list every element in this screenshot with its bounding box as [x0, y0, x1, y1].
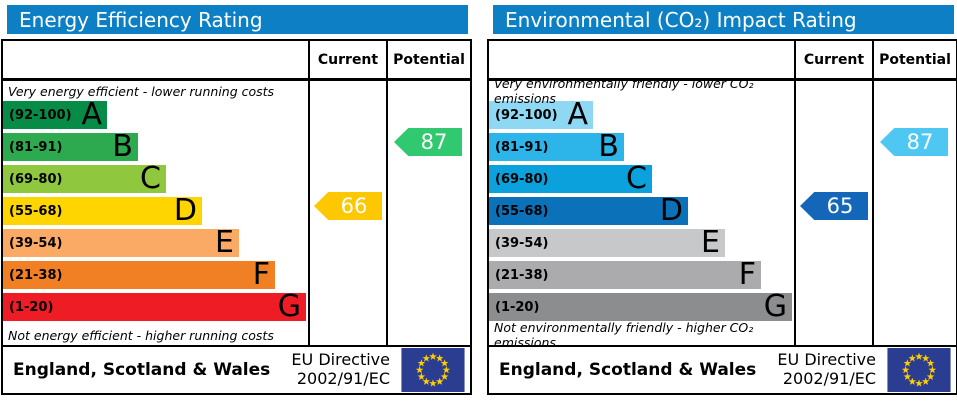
co2-band-g: (1-20) G	[489, 289, 792, 324]
band-letter: E	[215, 225, 234, 260]
energy-current-value: 66	[340, 194, 368, 218]
band-letter: B	[598, 129, 619, 164]
energy-band-e: (39-54) E	[3, 225, 239, 260]
energy-band-c: (69-80) C	[3, 161, 166, 196]
energy-top-caption: Very energy efficient - lower running co…	[8, 83, 275, 99]
co2-band-b: (81-91) B	[489, 129, 624, 164]
co2-current-column: 65	[794, 81, 872, 345]
energy-potential-arrow: 87	[394, 128, 462, 156]
band-letter: G	[277, 289, 301, 324]
co2-band-a: (92-100) A	[489, 97, 593, 132]
band-range: (21-38)	[495, 267, 549, 283]
co2-band-e: (39-54) E	[489, 225, 725, 260]
band-range: (81-91)	[9, 139, 63, 155]
co2-top-caption: Very environmentally friendly - lower CO…	[494, 76, 754, 106]
current-column-header: Current	[794, 41, 872, 81]
energy-potential-value: 87	[420, 130, 448, 154]
band-letter: D	[659, 193, 683, 228]
co2-bottom-caption: Not environmentally friendly - higher CO…	[494, 320, 754, 350]
co2-bands-area: Very environmentally friendly - lower CO…	[489, 76, 794, 350]
band-range: (92-100)	[9, 107, 72, 123]
energy-band-f: (21-38) F	[3, 257, 275, 292]
band-letter: A	[567, 97, 588, 132]
eu-directive-line2: 2002/91/EC	[782, 369, 876, 388]
header-spacer	[3, 41, 308, 81]
energy-current-arrow: 66	[314, 192, 382, 220]
region-label: England, Scotland & Wales	[13, 360, 271, 380]
energy-footer: England, Scotland & Wales EU Directive 2…	[1, 345, 472, 395]
energy-bottom-caption: Not energy efficient - higher running co…	[8, 327, 274, 343]
eu-directive-line1: EU Directive	[777, 350, 876, 370]
co2-impact-panel: Environmental (CO₂) Impact Rating Curren…	[487, 4, 957, 395]
co2-potential-column: 87	[872, 81, 956, 345]
energy-band-a: (92-100) A	[3, 97, 107, 132]
band-range: (1-20)	[495, 299, 540, 315]
band-letter: F	[252, 257, 270, 292]
region-label: England, Scotland & Wales	[499, 360, 757, 380]
band-letter: G	[763, 289, 787, 324]
band-letter: B	[112, 129, 133, 164]
co2-current-value: 65	[826, 194, 854, 218]
band-range: (55-68)	[9, 203, 63, 219]
co2-band-d: (55-68) D	[489, 193, 688, 228]
band-range: (92-100)	[495, 107, 558, 123]
potential-column-header: Potential	[872, 41, 956, 81]
energy-current-column: 66	[308, 81, 386, 345]
band-letter: E	[701, 225, 720, 260]
band-range: (81-91)	[495, 139, 549, 155]
band-range: (55-68)	[495, 203, 549, 219]
co2-footer: England, Scotland & Wales EU Directive 2…	[487, 345, 957, 395]
band-letter: A	[81, 97, 102, 132]
co2-panel-title: Environmental (CO₂) Impact Rating	[493, 5, 954, 34]
band-range: (69-80)	[9, 171, 63, 187]
band-range: (39-54)	[9, 235, 63, 251]
eu-directive-line2: 2002/91/EC	[296, 369, 390, 388]
band-range: (39-54)	[495, 235, 549, 251]
band-range: (69-80)	[495, 171, 549, 187]
band-letter: C	[626, 161, 647, 196]
co2-potential-value: 87	[906, 130, 934, 154]
band-range: (21-38)	[9, 267, 63, 283]
eu-flag-icon	[887, 348, 951, 392]
current-column-header: Current	[308, 41, 386, 81]
energy-efficiency-panel: Energy Efficiency Rating Current Potenti…	[1, 4, 472, 395]
header-spacer	[489, 41, 794, 81]
co2-band-c: (69-80) C	[489, 161, 652, 196]
band-letter: F	[738, 257, 756, 292]
band-letter: C	[140, 161, 161, 196]
band-letter: D	[173, 193, 197, 228]
co2-current-arrow: 65	[800, 192, 868, 220]
energy-band-d: (55-68) D	[3, 193, 202, 228]
energy-potential-column: 87	[386, 81, 470, 345]
energy-panel-title: Energy Efficiency Rating	[7, 5, 468, 34]
co2-band-f: (21-38) F	[489, 257, 761, 292]
co2-rating-table: Current Potential Very environmentally f…	[487, 39, 957, 350]
epc-charts: Energy Efficiency Rating Current Potenti…	[1, 4, 957, 395]
potential-column-header: Potential	[386, 41, 470, 81]
energy-band-b: (81-91) B	[3, 129, 138, 164]
eu-directive-label: EU Directive 2002/91/EC	[291, 350, 398, 389]
eu-directive-line1: EU Directive	[291, 350, 390, 370]
eu-flag-icon	[401, 348, 465, 392]
co2-potential-arrow: 87	[880, 128, 948, 156]
energy-bands-area: Very energy efficient - lower running co…	[3, 81, 308, 345]
eu-directive-label: EU Directive 2002/91/EC	[777, 350, 884, 389]
energy-rating-table: Current Potential Very energy efficient …	[1, 39, 472, 347]
energy-band-g: (1-20) G	[3, 289, 306, 324]
band-range: (1-20)	[9, 299, 54, 315]
